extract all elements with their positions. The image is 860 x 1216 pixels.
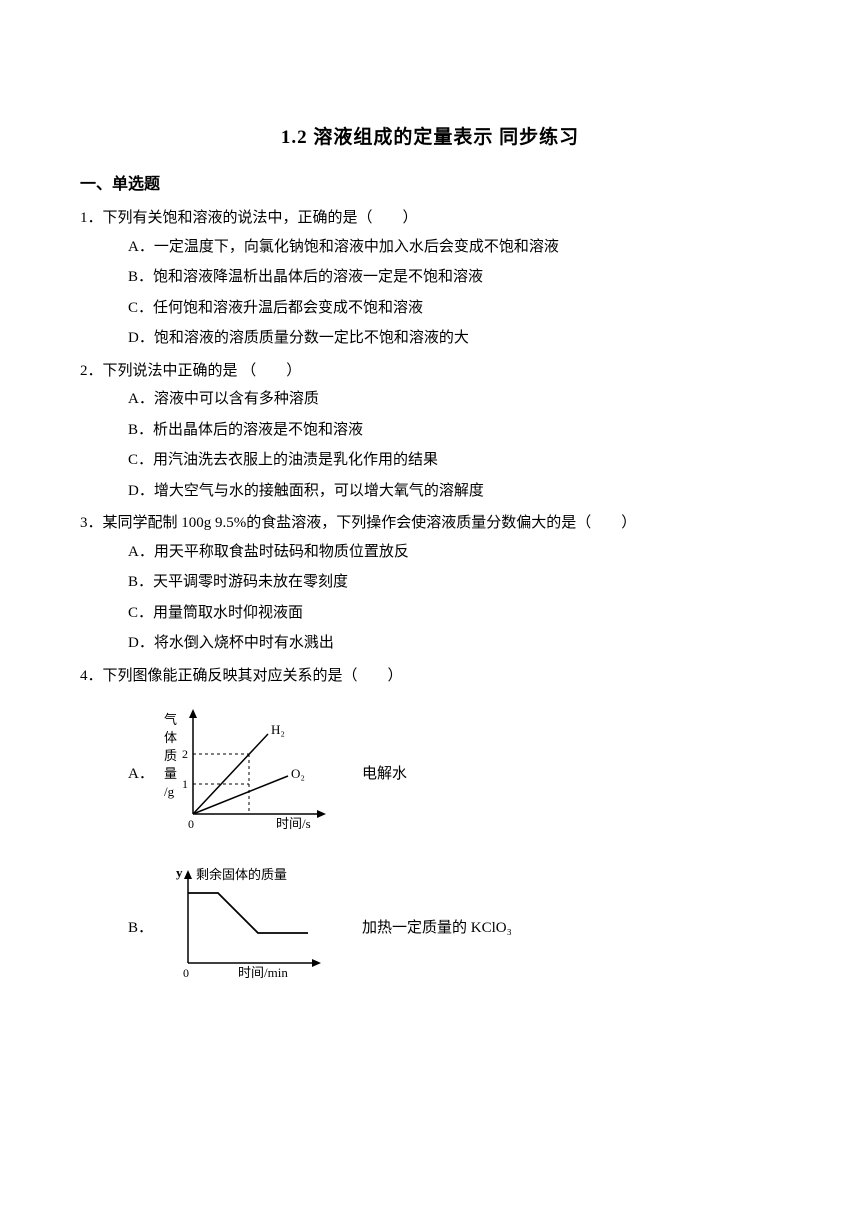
origin-b: 0 xyxy=(183,966,189,980)
q4-option-b: B． y 剩余固体的质量 0 时间/min 加热一定质量的 KClO₃ xyxy=(80,863,780,994)
origin: 0 xyxy=(188,817,194,831)
q3-option-a: A．用天平称取食盐时砝码和物质位置放反 xyxy=(80,538,780,567)
q4a-ylabel-char2: 体 xyxy=(164,730,177,745)
x-arrow xyxy=(317,810,326,818)
x-arrow-b xyxy=(312,959,321,967)
tick-1: 1 xyxy=(182,777,188,791)
q4a-desc: 电解水 xyxy=(362,760,407,789)
q3-option-d: D．将水倒入烧杯中时有水溅出 xyxy=(80,629,780,658)
y-arrow xyxy=(189,709,197,718)
q4b-label: B． xyxy=(128,914,158,943)
q4a-label: A． xyxy=(128,760,158,789)
section-heading: 一、单选题 xyxy=(80,170,780,200)
o2-line xyxy=(193,776,288,814)
q3-option-b: B．天平调零时游码未放在零刻度 xyxy=(80,568,780,597)
q2-option-c: C．用汽油洗去衣服上的油渍是乳化作用的结果 xyxy=(80,446,780,475)
h2-line xyxy=(193,734,268,814)
q4b-desc: 加热一定质量的 KClO₃ xyxy=(362,914,512,943)
y-arrow-b xyxy=(184,870,192,879)
q1-option-b: B．饱和溶液降温析出晶体后的溶液一定是不饱和溶液 xyxy=(80,263,780,292)
q2-option-b: B．析出晶体后的溶液是不饱和溶液 xyxy=(80,416,780,445)
q2-option-a: A．溶液中可以含有多种溶质 xyxy=(80,385,780,414)
q3-stem: 3．某同学配制 100g 9.5%的食盐溶液，下列操作会使溶液质量分数偏大的是（… xyxy=(80,509,780,538)
q4b-ylabel: 剩余固体的质量 xyxy=(196,867,287,882)
q3-option-c: C．用量筒取水时仰视液面 xyxy=(80,599,780,628)
q1-option-a: A．一定温度下，向氯化钠饱和溶液中加入水后会变成不饱和溶液 xyxy=(80,233,780,262)
q1-option-d: D．饱和溶液的溶质质量分数一定比不饱和溶液的大 xyxy=(80,324,780,353)
tick-2: 2 xyxy=(182,747,188,761)
q4-option-a: A． 气 体 质 量 /g H₂ O₂ 2 1 0 xyxy=(80,704,780,845)
question-2: 2．下列说法中正确的是 （ ） A．溶液中可以含有多种溶质 B．析出晶体后的溶液… xyxy=(80,357,780,506)
q4b-xlabel: 时间/min xyxy=(238,965,288,980)
question-3: 3．某同学配制 100g 9.5%的食盐溶液，下列操作会使溶液质量分数偏大的是（… xyxy=(80,509,780,658)
h2-label: H₂ xyxy=(271,722,285,737)
q4a-ylabel-char4: 量 xyxy=(164,766,177,781)
curve-b xyxy=(188,893,308,933)
q2-option-d: D．增大空气与水的接触面积，可以增大氧气的溶解度 xyxy=(80,477,780,506)
q1-option-c: C．任何饱和溶液升温后都会变成不饱和溶液 xyxy=(80,294,780,323)
q4b-chart: y 剩余固体的质量 0 时间/min xyxy=(158,863,338,994)
q2-stem: 2．下列说法中正确的是 （ ） xyxy=(80,357,780,386)
q1-stem: 1．下列有关饱和溶液的说法中，正确的是（ ） xyxy=(80,204,780,233)
question-4: 4．下列图像能正确反映其对应关系的是（ ） A． 气 体 质 量 /g H₂ O… xyxy=(80,662,780,994)
q4a-ylabel-char3: 质 xyxy=(164,748,177,763)
q4a-chart: 气 体 质 量 /g H₂ O₂ 2 1 0 时间/s xyxy=(158,704,338,845)
page-title: 1.2 溶液组成的定量表示 同步练习 xyxy=(80,120,780,156)
q4a-ylabel-char1: 气 xyxy=(164,712,177,727)
q4-stem: 4．下列图像能正确反映其对应关系的是（ ） xyxy=(80,662,780,691)
question-1: 1．下列有关饱和溶液的说法中，正确的是（ ） A．一定温度下，向氯化钠饱和溶液中… xyxy=(80,204,780,353)
q4b-yaxis: y xyxy=(176,865,183,880)
o2-label: O₂ xyxy=(291,766,305,781)
q4a-ylabel-char5: /g xyxy=(164,784,175,799)
q4a-xlabel: 时间/s xyxy=(276,816,311,831)
